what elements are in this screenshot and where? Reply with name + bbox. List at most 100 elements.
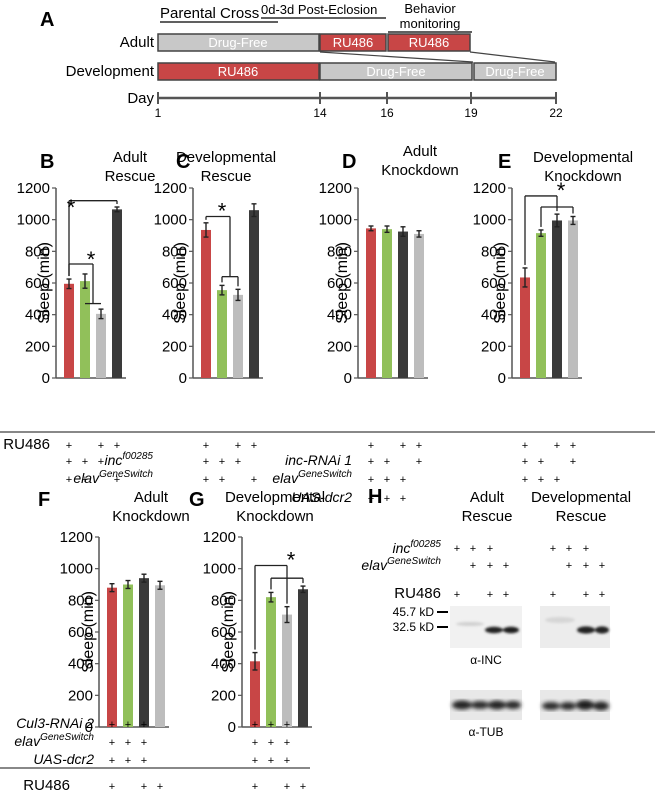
ru486-plus: + [109, 781, 115, 793]
bar [139, 578, 149, 727]
y-tick-label: 1200 [17, 180, 50, 197]
band-inc-dev-3 [577, 626, 595, 634]
genotype-plus: + [203, 474, 209, 486]
genotype-plus: + [252, 737, 258, 749]
h-plus: + [566, 543, 572, 555]
y-tick-label: 400 [327, 307, 352, 324]
chart-title-line1: Developmental [533, 149, 633, 166]
genotype-plus: + [141, 755, 147, 767]
h-plus: + [503, 560, 509, 572]
adult-box-ru486-2 [387, 33, 471, 52]
bar [201, 229, 211, 378]
panel-h: H Adult Rescue Developmental Rescue incf… [361, 486, 631, 739]
h-plus-marks: + + + + + + + + + + + + + + + + + + [454, 543, 605, 601]
y-tick-label: 1000 [473, 212, 506, 229]
dev-box-ru486 [157, 62, 320, 81]
h-ru486-plus: + [454, 589, 460, 601]
significance-star: * [218, 199, 227, 224]
genotype-plus: + [284, 719, 290, 731]
y-tick-label: 200 [327, 338, 352, 355]
genotype-plus: + [384, 474, 390, 486]
h-plus: + [487, 543, 493, 555]
adult-box-ru486-1 [319, 33, 387, 52]
label-alpha-inc: α-INC [470, 653, 502, 667]
genotype-plus: + [554, 474, 560, 486]
bar [112, 209, 122, 378]
y-tick-label: 800 [481, 243, 506, 260]
genotype-plus: + [522, 474, 528, 486]
y-tick-label: 400 [481, 307, 506, 324]
blot-tub-bands [452, 700, 609, 711]
h-plus: + [470, 543, 476, 555]
row-label-development: Development [66, 63, 155, 80]
marker-45kd: 45.7 kD [393, 605, 435, 619]
header-post-eclosion: 0d-3d Post-Eclosion [261, 2, 377, 17]
band-tub-d1 [542, 702, 560, 710]
bar [64, 283, 74, 378]
chart-title-line1: Adult [403, 143, 438, 160]
genotype-plus: + [219, 456, 225, 468]
marker-32kd: 32.5 kD [393, 620, 435, 634]
panel-d-chart: D Adult Knockdown Sleep (min) 0 200 400 600 800 1… [272, 143, 458, 505]
ru486-plus: + [368, 440, 374, 452]
y-tick-label: 800 [211, 592, 236, 609]
panel-e-chart: E Developmental Knockdown Sleep (min) 0 200 40… [473, 149, 633, 486]
panel-label: D [342, 151, 356, 173]
genotype-plus: + [141, 737, 147, 749]
bar [382, 229, 392, 378]
significance-star: * [67, 195, 76, 220]
day-label-1: 1 [155, 106, 162, 120]
bar [282, 614, 292, 727]
significance-bracket [205, 215, 239, 287]
h-geno-inc: incf00285 [393, 539, 442, 556]
y-tick-label: 400 [68, 656, 93, 673]
chart-title-line2: Knockdown [381, 162, 459, 179]
blot-inc-bands [456, 617, 609, 634]
h-ru486-plus: + [503, 589, 509, 601]
genotype-plus: + [538, 456, 544, 468]
y-tick-label: 1000 [60, 561, 93, 578]
band-tub-d4 [593, 701, 609, 711]
panel-b-chart: B Adult Rescue Sleep (min) 0 200 400 600 800 1000… [17, 149, 156, 486]
genotype-plus: + [66, 474, 72, 486]
ru486-plus: + [570, 440, 576, 452]
row-label-adult: Adult [120, 34, 155, 51]
y-axis-label: Sleep (min) [220, 591, 237, 673]
y-tick-label: 200 [68, 687, 93, 704]
ru486-plus: + [203, 440, 209, 452]
panel-f-chart: F Adult Knockdown Sleep (min) 0 200 400 600 800 1… [14, 489, 189, 793]
genotype-plus: + [284, 737, 290, 749]
panel-g-chart: G Developmental Knockdown Sleep (min) 0 200 40… [189, 489, 325, 793]
y-tick-label: 200 [25, 338, 50, 355]
y-axis-label: Sleep (min) [172, 242, 189, 324]
y-tick-label: 800 [327, 243, 352, 260]
genotype-plus: + [109, 719, 115, 731]
genotype-plus: + [82, 474, 88, 486]
y-axis-label: Sleep (min) [36, 242, 53, 324]
bar [520, 277, 530, 378]
adult-box-drug-free [157, 33, 320, 52]
bar [298, 589, 308, 727]
y-tick-label: 0 [179, 370, 187, 387]
h-plus: + [487, 560, 493, 572]
panel-h-label: H [368, 486, 382, 508]
band-bg-1 [456, 622, 484, 626]
panel-a-label: A [40, 9, 54, 31]
genotype-plus: + [219, 474, 225, 486]
genotype-plus: + [268, 737, 274, 749]
genotype-plus: + [416, 456, 422, 468]
panel-a: A Parental Cross 0d-3d Post-Eclosion Beh… [40, 1, 563, 120]
header-behavior-line1: Behavior [404, 1, 456, 16]
genotype-plus: + [284, 755, 290, 767]
dev-box-drug-free-2 [473, 62, 557, 81]
y-tick-label: 1000 [203, 561, 236, 578]
chart-title-line2: Rescue [105, 168, 156, 185]
day-label-19: 19 [464, 106, 478, 120]
h-plus: + [566, 560, 572, 572]
bar [568, 220, 578, 378]
significance-bracket [254, 564, 304, 650]
bar [414, 233, 424, 378]
h-title-dev-1: Developmental [531, 489, 631, 506]
genotype-plus: + [109, 737, 115, 749]
h-plus: + [583, 560, 589, 572]
